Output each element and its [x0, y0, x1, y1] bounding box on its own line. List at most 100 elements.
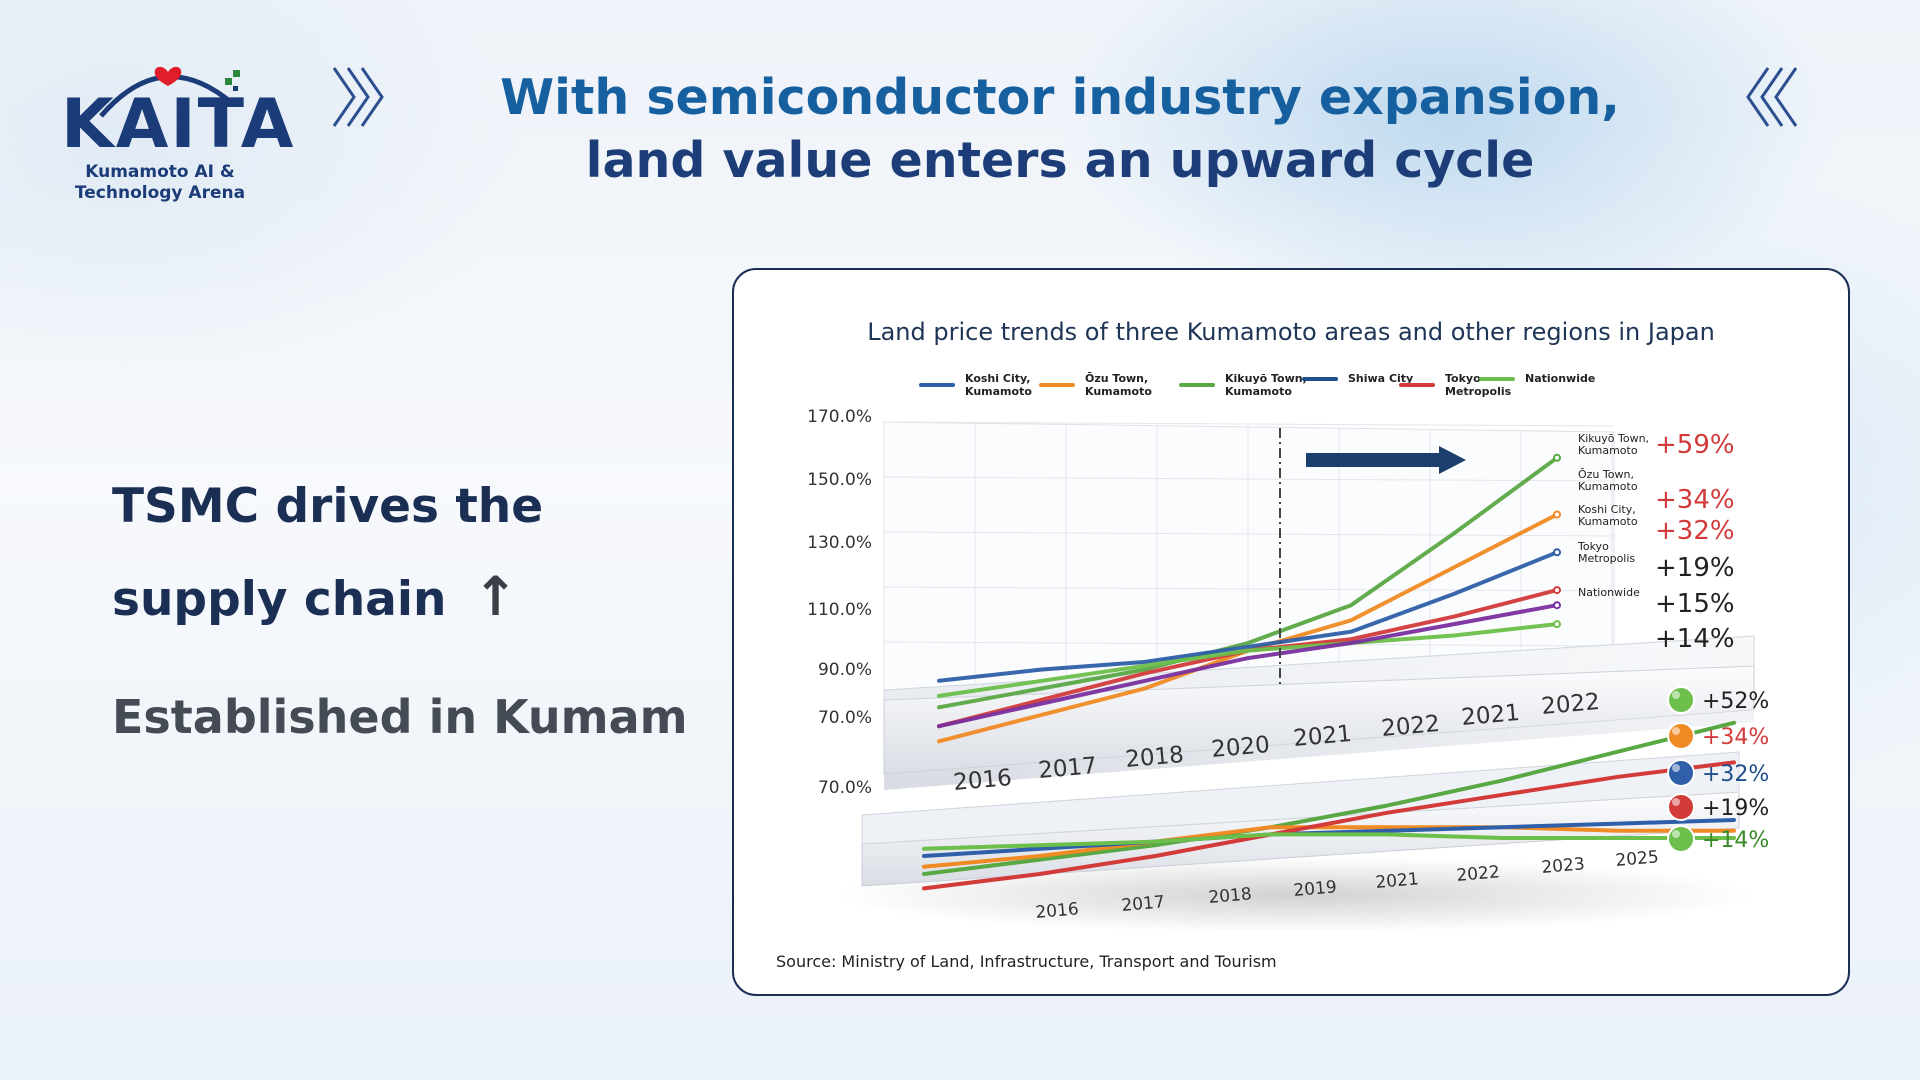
legend-item-tokyo: Tokyo Metropolis [1399, 372, 1511, 398]
trend-arrow-icon [1306, 446, 1466, 474]
grid-line-h [883, 531, 1615, 537]
page-title-line2: land value enters an upward cycle [585, 132, 1535, 189]
chart-legend: Koshi City, Kumamoto Ōzu Town, Kumamoto Ki… [734, 372, 1848, 412]
logo-subtitle-line2: Technology Arena [74, 183, 246, 203]
legend-label: Nationwide [1525, 372, 1596, 385]
legend-swatch [1399, 383, 1435, 387]
grid-line-h [883, 421, 1615, 427]
end-label-lower-change: +14% [1702, 828, 1769, 853]
x-tick-upper: 2018 [1124, 742, 1185, 773]
x-tick-upper: 2017 [1037, 753, 1098, 784]
end-ball-highlight [1672, 798, 1680, 806]
x-tick-lower: 2023 [1541, 854, 1586, 878]
x-tick-lower: 2025 [1615, 847, 1660, 871]
series-line-lower-kikuyo [922, 720, 1736, 876]
legend-swatch [919, 383, 955, 387]
series-line-purple [937, 603, 1559, 729]
x-tick-lower: 2016 [1035, 899, 1080, 923]
y-tick-label: 90.0% [818, 660, 872, 680]
y-tick-label: 130.0% [807, 533, 872, 553]
end-label-lower-change: +32% [1702, 762, 1769, 787]
end-ball-marker [1667, 793, 1695, 821]
end-ball-marker [1667, 722, 1695, 750]
series-line-nationwide [937, 622, 1559, 698]
headline: TSMC drives the supply chain ↑ [112, 462, 672, 645]
x-tick-upper: 2016 [952, 765, 1013, 796]
x-tick-lower: 2018 [1208, 884, 1253, 908]
logo-arc-heart-icon [99, 66, 240, 118]
end-ball-highlight [1672, 691, 1680, 699]
x-tick-upper: 2022 [1540, 689, 1601, 720]
x-tick-lower: 2022 [1456, 862, 1501, 886]
end-label-change: +34% [1655, 485, 1735, 515]
end-ball-highlight [1672, 830, 1680, 838]
kaita-logo: KAITA Kumamoto AI & Technology Arena [55, 50, 293, 203]
page-title: With semiconductor industry expansion, l… [330, 66, 1790, 192]
end-label-name: Kikuyō Town, Kumamoto [1578, 432, 1649, 457]
legend-swatch [1039, 383, 1075, 387]
legend-label: Koshi City, Kumamoto [965, 372, 1032, 398]
x-tick-lower: 2021 [1375, 869, 1420, 893]
series-end-point [1553, 548, 1561, 557]
series-line-lower-ozu [922, 825, 1736, 869]
chevron-left-decor-icon [1746, 67, 1798, 127]
x-tick-upper: 2020 [1210, 732, 1271, 763]
y-tick-label: 70.0% [818, 778, 872, 798]
legend-label: Kikuyō Town, Kumamoto [1225, 372, 1307, 398]
series-line-koshi [937, 550, 1559, 683]
series-end-point [1553, 453, 1561, 462]
end-label-change: +59% [1655, 430, 1735, 460]
legend-item-nationwide: Nationwide [1479, 372, 1595, 385]
series-end-point [1553, 510, 1561, 519]
legend-swatch [1302, 376, 1338, 381]
y-tick-label: 110.0% [807, 600, 872, 620]
series-line-lower-tokyo [922, 760, 1736, 891]
legend-item-ozu: Ōzu Town, Kumamoto [1039, 372, 1152, 398]
end-label-change: +19% [1655, 553, 1735, 583]
x-tick-upper: 2022 [1380, 711, 1441, 742]
series-end-point [1553, 620, 1561, 629]
end-label-lower-change: +52% [1702, 689, 1769, 714]
legend-item-shiwa: Shiwa City [1302, 372, 1413, 385]
end-label-lower-change: +34% [1702, 725, 1769, 750]
x-tick-upper: 2021 [1292, 721, 1353, 752]
legend-swatch [1179, 383, 1215, 387]
legend-item-kikuyo: Kikuyō Town, Kumamoto [1179, 372, 1307, 398]
end-label-name: Ōzu Town, Kumamoto [1578, 468, 1638, 493]
end-label-change: +14% [1655, 624, 1735, 654]
y-tick-label: 170.0% [807, 407, 872, 427]
end-label-change: +32% [1655, 516, 1735, 546]
logo-subtitle-line1: Kumamoto AI & [85, 162, 235, 182]
end-label-name: Tokyo Metropolis [1577, 540, 1635, 565]
subline: Established in Kumam [112, 690, 688, 744]
end-ball-highlight [1672, 764, 1680, 772]
page-title-line1: With semiconductor industry expansion, [500, 69, 1620, 126]
headline-text: TSMC drives the supply chain [112, 479, 544, 627]
end-ball-marker [1667, 686, 1695, 714]
end-label-name: Koshi City, Kumamoto [1578, 503, 1638, 528]
series-line-kikuyo [937, 455, 1559, 710]
logo-wordmark: KAITA [61, 85, 296, 164]
end-label-change: +15% [1655, 589, 1735, 619]
grid-line-h [883, 476, 1615, 482]
chart-source: Source: Ministry of Land, Infrastructure… [776, 952, 1277, 971]
end-label-lower-change: +19% [1702, 796, 1769, 821]
series-end-point [1553, 601, 1561, 610]
x-tick-upper: 2021 [1460, 700, 1521, 731]
chevron-right-decor-icon [332, 67, 384, 127]
logo-subtitle: Kumamoto AI & Technology Arena [55, 162, 265, 204]
x-tick-lower: 2019 [1293, 877, 1338, 901]
series-end-point [1553, 586, 1561, 595]
chart-card: Land price trends of three Kumamoto area… [732, 268, 1850, 996]
chart-plot: 170.0%150.0%130.0%110.0%90.0%70.0%70.0% … [807, 407, 1769, 930]
arrow-up-icon: ↑ [472, 565, 519, 628]
chart-title: Land price trends of three Kumamoto area… [867, 318, 1715, 346]
legend-label: Ōzu Town, Kumamoto [1085, 372, 1152, 398]
legend-label: Tokyo Metropolis [1445, 372, 1512, 398]
series-line-lower-nationwide [922, 832, 1736, 851]
end-ball-highlight [1672, 727, 1680, 735]
end-ball-marker [1667, 759, 1695, 787]
legend-swatch [1479, 376, 1515, 381]
legend-label: Shiwa City [1348, 372, 1414, 385]
legend-item-koshi: Koshi City, Kumamoto [919, 372, 1032, 398]
